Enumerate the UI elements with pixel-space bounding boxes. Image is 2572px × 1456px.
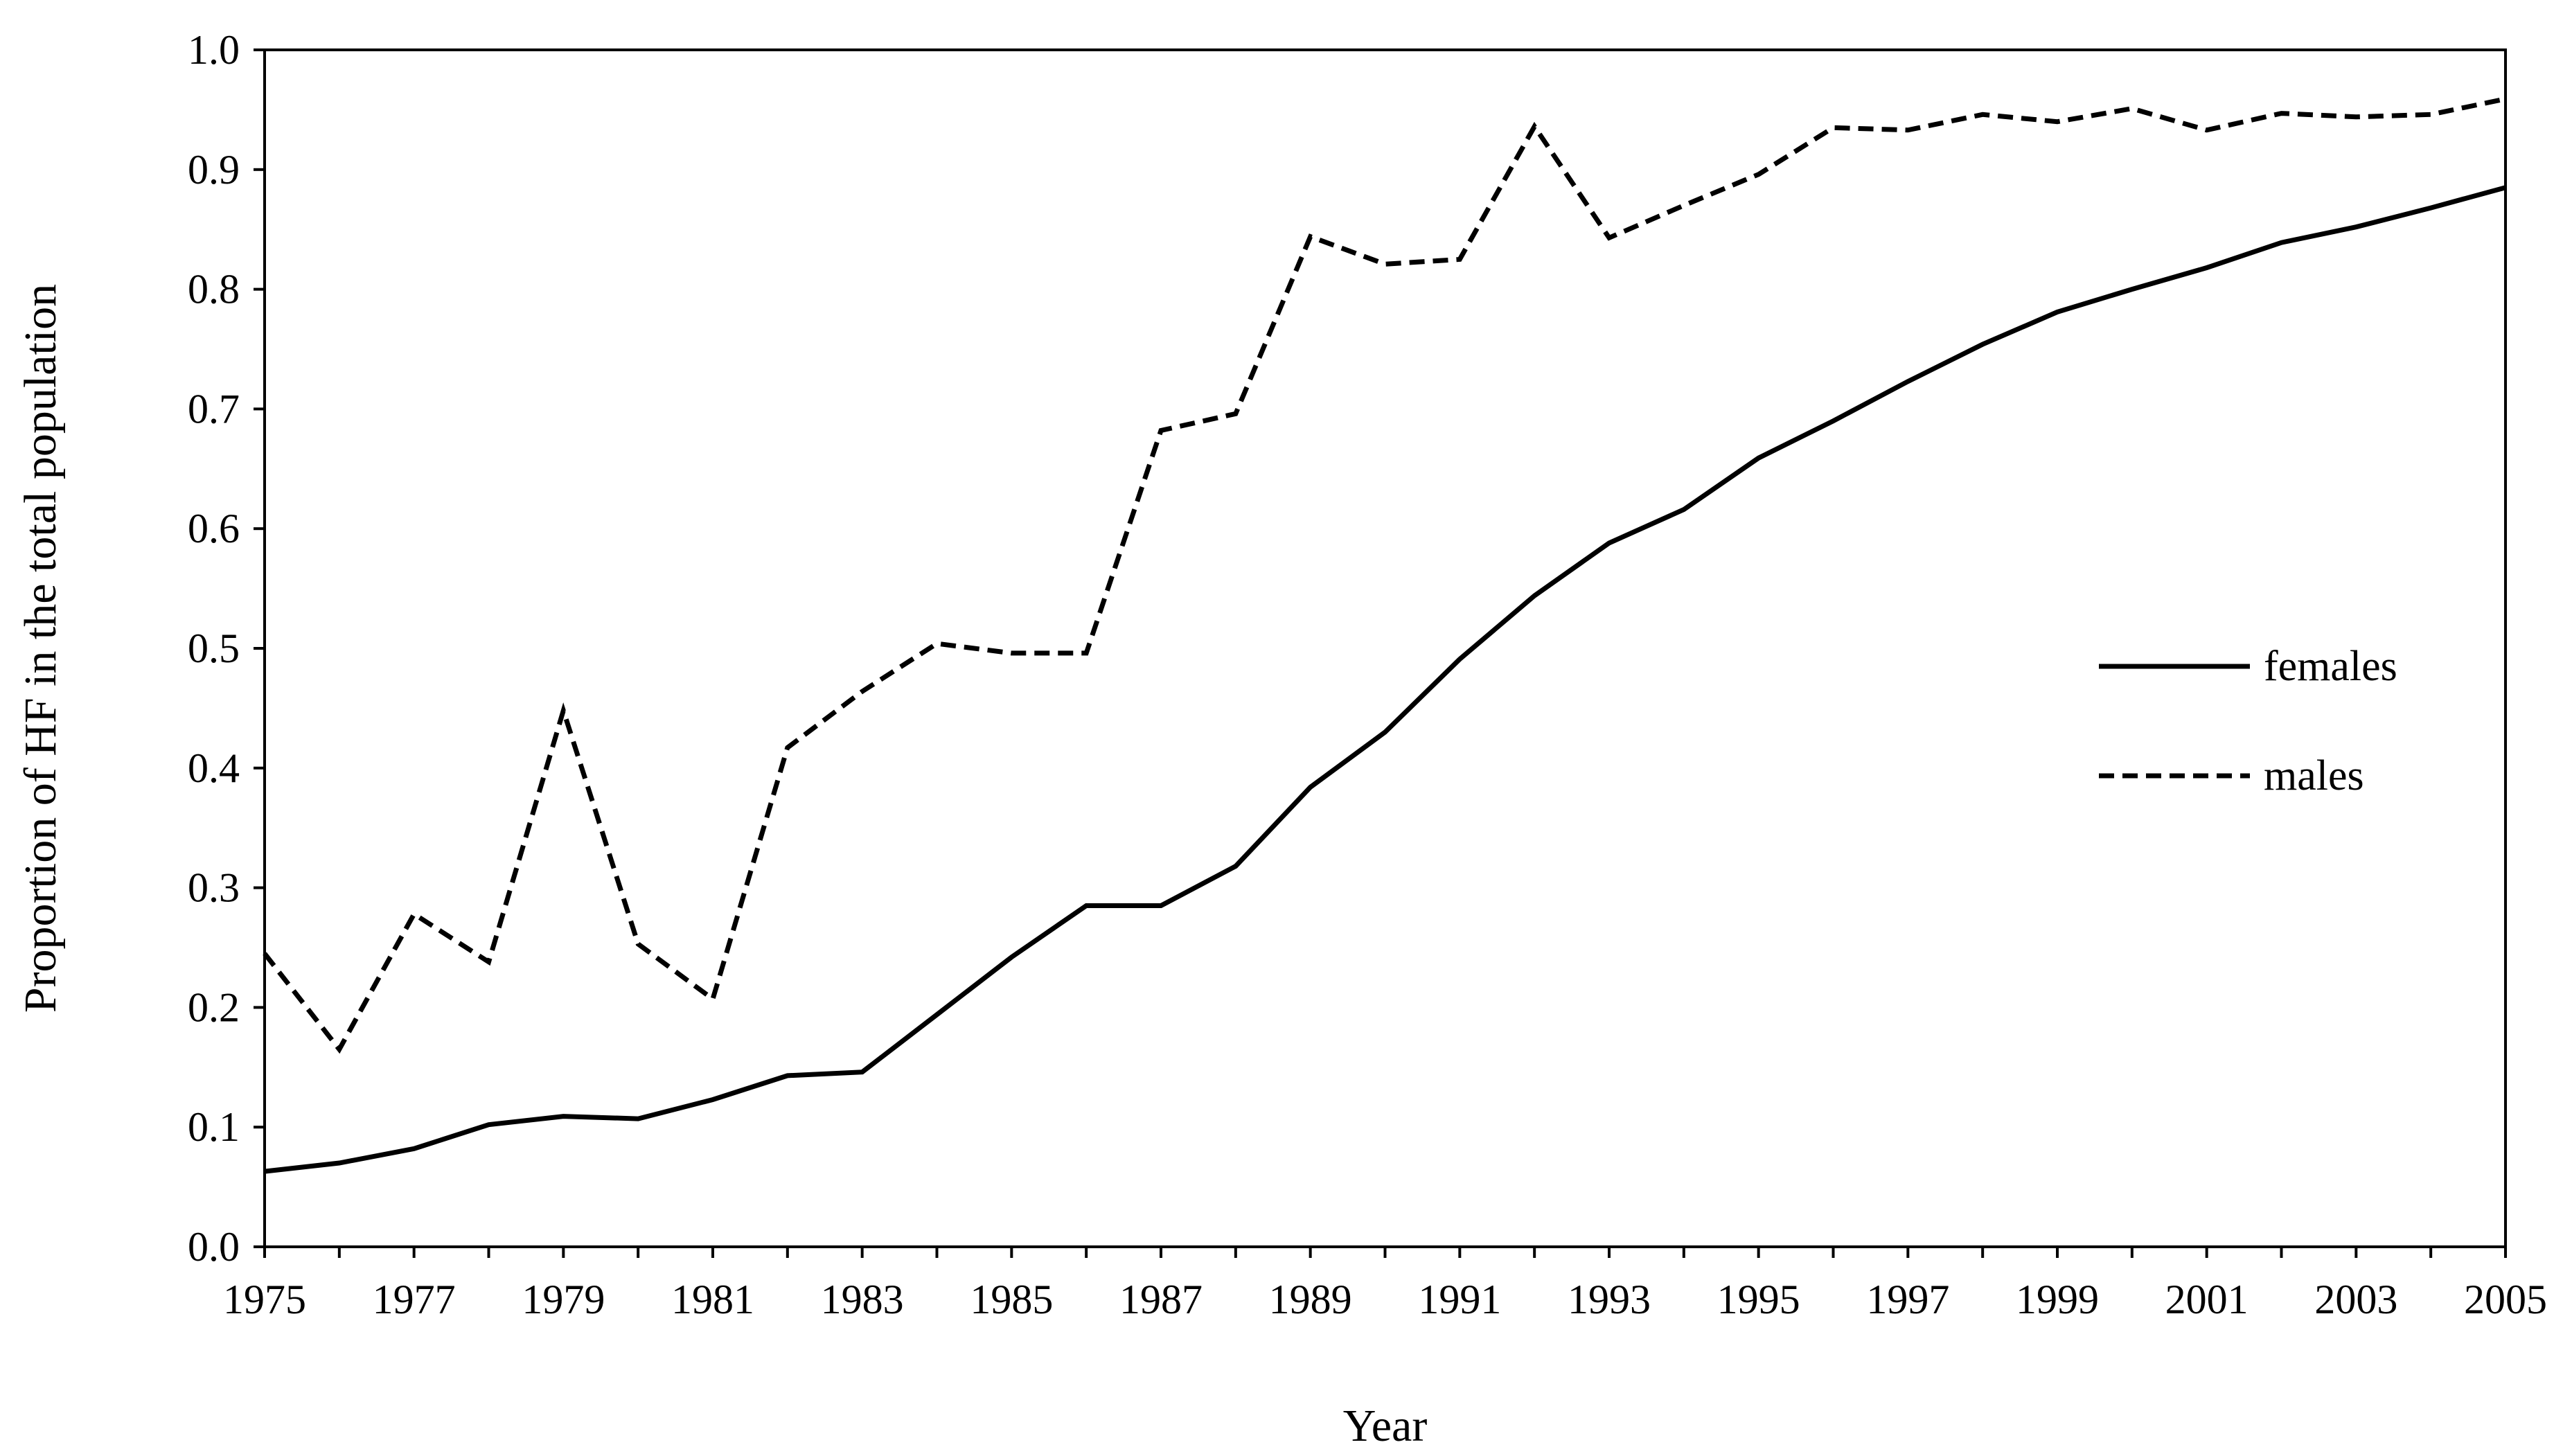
series-line-females bbox=[264, 185, 2506, 1174]
x-tick-label: 1991 bbox=[1418, 1277, 1501, 1322]
x-tick-label: 2001 bbox=[2165, 1277, 2249, 1322]
y-tick-label: 0.8 bbox=[188, 267, 240, 312]
x-tick-label: 1987 bbox=[1119, 1277, 1203, 1322]
y-tick-label: 0.4 bbox=[188, 745, 240, 791]
x-tick-label: 1983 bbox=[821, 1277, 904, 1322]
x-tick-label: 1995 bbox=[1717, 1277, 1800, 1322]
legend-label-females: females bbox=[2264, 643, 2397, 690]
x-tick-label: 1977 bbox=[373, 1277, 456, 1322]
x-tick-label: 2005 bbox=[2464, 1277, 2547, 1322]
y-tick-label: 0.0 bbox=[188, 1224, 240, 1270]
y-tick-label: 0.5 bbox=[188, 625, 240, 671]
y-tick-label: 0.2 bbox=[188, 984, 240, 1030]
y-tick-label: 0.9 bbox=[188, 147, 240, 193]
y-axis-ticks: 0.0 0.1 0.2 0.3 0.4 0.5 0.6 0.7 0.8 0.9 1.0 bbox=[188, 27, 265, 1270]
y-tick-label: 0.6 bbox=[188, 506, 240, 551]
series-line-males bbox=[263, 96, 2506, 1054]
data-series bbox=[263, 96, 2506, 1174]
x-tick-label: 1975 bbox=[223, 1277, 306, 1322]
y-tick-label: 0.7 bbox=[188, 386, 240, 432]
x-tick-label: 1999 bbox=[2016, 1277, 2099, 1322]
y-tick-label: 1.0 bbox=[188, 27, 240, 73]
legend-label-males: males bbox=[2264, 752, 2364, 799]
x-axis-ticks: 1975 1977 1979 1981 1983 1985 1987 1989 1991 1993… bbox=[223, 1247, 2547, 1322]
y-tick-label: 0.3 bbox=[188, 865, 240, 911]
x-tick-label: 1993 bbox=[1568, 1277, 1651, 1322]
x-tick-label: 1979 bbox=[522, 1277, 605, 1322]
y-axis-title: Proportion of HF in the total population bbox=[15, 284, 66, 1013]
x-tick-label: 1989 bbox=[1269, 1277, 1352, 1322]
legend: females males bbox=[2099, 643, 2397, 799]
x-tick-label: 1997 bbox=[1866, 1277, 1949, 1322]
x-tick-label: 2003 bbox=[2314, 1277, 2397, 1322]
x-tick-label: 1985 bbox=[970, 1277, 1053, 1322]
x-axis-title: Year bbox=[1343, 1401, 1428, 1451]
y-tick-label: 0.1 bbox=[188, 1104, 240, 1150]
x-tick-label: 1981 bbox=[671, 1277, 754, 1322]
